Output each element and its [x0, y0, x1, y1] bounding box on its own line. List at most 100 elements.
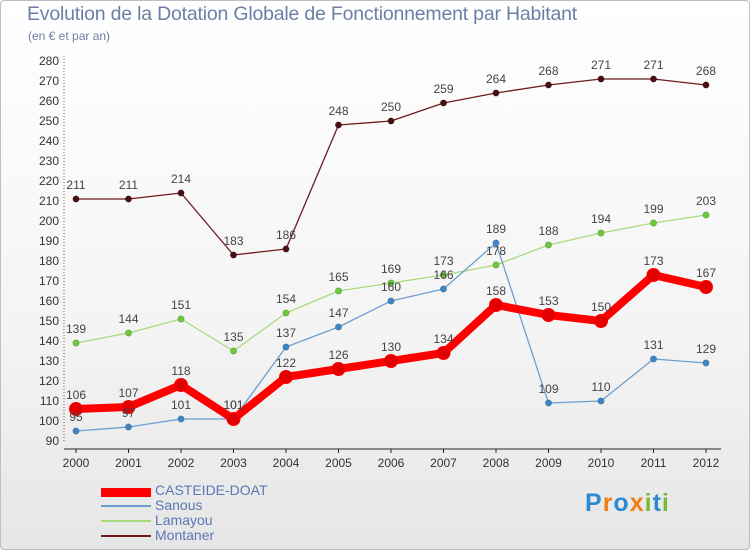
y-tick-label: 210 — [39, 194, 59, 208]
y-tick-label: 200 — [39, 214, 59, 228]
data-label: 129 — [696, 342, 716, 356]
y-tick-label: 120 — [39, 374, 59, 388]
y-tick-label: 140 — [39, 334, 59, 348]
data-point — [69, 402, 83, 416]
x-tick-label: 2002 — [168, 456, 195, 470]
data-label: 203 — [696, 194, 716, 208]
y-tick-label: 260 — [39, 94, 59, 108]
x-tick-label: 2008 — [483, 456, 510, 470]
data-point — [384, 354, 398, 368]
data-label: 122 — [276, 356, 296, 370]
data-label: 144 — [118, 312, 138, 326]
data-point — [121, 400, 136, 414]
data-label: 165 — [328, 270, 348, 284]
data-point — [331, 362, 346, 376]
y-tick-label: 130 — [39, 354, 59, 368]
data-point — [334, 121, 342, 129]
data-point — [125, 195, 133, 203]
data-label: 178 — [486, 244, 506, 258]
data-point — [230, 347, 238, 355]
data-label: 97 — [122, 406, 136, 420]
data-label: 134 — [433, 332, 453, 346]
chart-series — [69, 75, 713, 435]
legend-swatch-montaner — [101, 535, 151, 537]
logo-letter: r — [602, 489, 614, 517]
y-tick-label: 150 — [39, 314, 59, 328]
data-point — [387, 279, 395, 287]
logo-letter: o — [613, 489, 630, 517]
data-label: 160 — [381, 280, 401, 294]
data-label: 214 — [171, 172, 191, 186]
data-point — [702, 211, 710, 219]
data-point — [541, 308, 556, 322]
data-point — [439, 285, 447, 293]
x-tick-label: 2012 — [693, 456, 720, 470]
data-label: 101 — [171, 398, 191, 412]
y-tick-label: 230 — [39, 154, 59, 168]
data-point — [492, 89, 500, 97]
data-label: 189 — [486, 222, 506, 236]
chart-subtitle: (en € et par an) — [28, 29, 111, 43]
data-point — [597, 229, 605, 237]
data-label: 110 — [591, 380, 610, 394]
data-point — [436, 346, 451, 360]
x-tick-label: 2006 — [378, 456, 405, 470]
data-label: 126 — [328, 348, 348, 362]
data-label: 167 — [696, 266, 716, 280]
data-label: 166 — [433, 268, 453, 282]
data-point — [177, 315, 185, 323]
data-point — [282, 309, 290, 317]
data-label: 135 — [223, 330, 243, 344]
y-tick-label: 220 — [39, 174, 59, 188]
data-label: 211 — [119, 178, 138, 192]
x-tick-label: 2005 — [325, 456, 352, 470]
data-point — [177, 189, 185, 197]
data-label: 131 — [643, 338, 663, 352]
x-tick-label: 2001 — [115, 456, 142, 470]
data-label: 158 — [486, 284, 506, 298]
data-point — [597, 75, 605, 83]
data-point — [72, 339, 80, 347]
data-point — [597, 397, 605, 405]
data-label: 173 — [433, 254, 453, 268]
x-tick-label: 2004 — [273, 456, 300, 470]
data-point — [387, 117, 395, 125]
y-tick-label: 100 — [39, 414, 59, 428]
data-label: 150 — [591, 300, 611, 314]
data-label: 95 — [69, 410, 83, 424]
data-label: 250 — [381, 100, 401, 114]
data-label: 169 — [381, 262, 401, 276]
y-tick-label: 250 — [39, 114, 59, 128]
data-point — [282, 245, 290, 253]
x-tick-label: 2003 — [220, 456, 247, 470]
y-tick-label: 270 — [39, 74, 59, 88]
logo-letter: x — [629, 489, 645, 517]
legend-label: CASTEIDE-DOAT — [155, 482, 268, 498]
x-tick-label: 2009 — [535, 456, 562, 470]
data-point — [649, 75, 657, 83]
x-tick-label: 2011 — [641, 456, 667, 470]
data-label: 268 — [696, 64, 716, 78]
data-point — [72, 427, 80, 435]
data-label: 199 — [643, 202, 663, 216]
y-tick-label: 110 — [40, 394, 59, 408]
logo-letter: i — [644, 489, 653, 517]
legend-swatch-casteide-doat — [101, 488, 151, 497]
legend-label: Montaner — [155, 527, 215, 543]
logo-letter: t — [652, 489, 662, 517]
data-label: 118 — [171, 364, 190, 378]
y-tick-label: 280 — [39, 54, 59, 68]
data-label: 268 — [538, 64, 558, 78]
data-label: 248 — [328, 104, 348, 118]
y-tick-label: 160 — [39, 294, 59, 308]
data-label: 259 — [433, 82, 453, 96]
data-point — [125, 329, 133, 337]
data-label: 271 — [643, 58, 663, 72]
data-label: 211 — [66, 178, 85, 192]
data-point — [544, 399, 552, 407]
x-tick-label: 2007 — [430, 456, 457, 470]
proxiti-logo: Proxiti — [585, 489, 670, 518]
data-label: 194 — [591, 212, 611, 226]
data-point — [230, 251, 238, 259]
